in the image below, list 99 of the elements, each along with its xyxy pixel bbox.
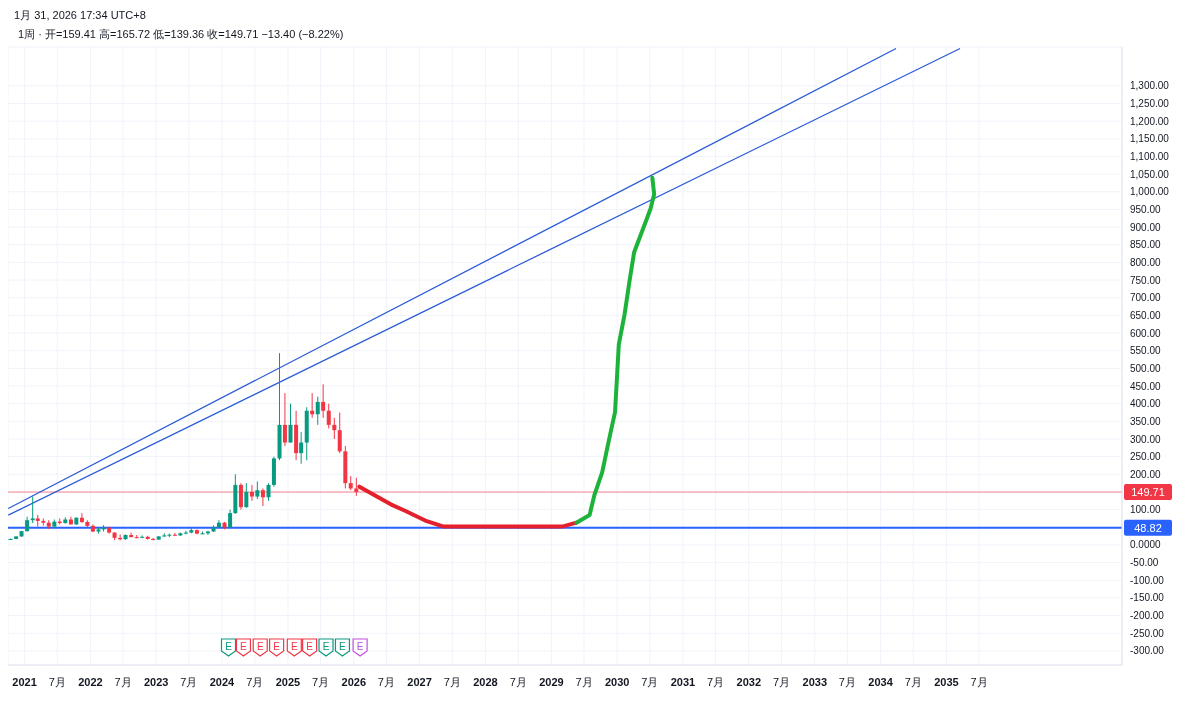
y-tick-label: 1,000.00 bbox=[1130, 186, 1170, 198]
y-tick-label: 400.00 bbox=[1130, 398, 1162, 410]
earnings-icon: E bbox=[334, 638, 351, 657]
candlestick bbox=[321, 383, 326, 419]
annotation: E bbox=[240, 641, 248, 652]
chart-subtitle: 1周 · 开=159.41 高=165.72 低=139.36 收=149.71 −13.40 (−8.22%) bbox=[17, 27, 345, 42]
y-tick-label: -50.00 bbox=[1130, 557, 1159, 569]
y-tick-label: 350.00 bbox=[1130, 415, 1162, 427]
x-tick-label: 2032 bbox=[736, 676, 762, 688]
candlestick bbox=[288, 403, 293, 444]
y-tick-label: 950.00 bbox=[1130, 204, 1162, 215]
x-tick-label: 7月 bbox=[48, 676, 66, 688]
y-tick-label: -300.00 bbox=[1130, 645, 1165, 657]
annotation: E bbox=[356, 641, 364, 652]
candlestick bbox=[79, 512, 84, 524]
annotation: E bbox=[273, 641, 281, 652]
annotation: E bbox=[339, 641, 347, 652]
annotation: E bbox=[322, 641, 330, 652]
x-tick-label: 2030 bbox=[604, 676, 630, 688]
earnings-icon: E bbox=[220, 638, 237, 657]
annotation: E bbox=[225, 641, 233, 652]
candlestick bbox=[299, 431, 304, 465]
y-tick-label: 750.00 bbox=[1130, 274, 1162, 286]
x-tick-label: 2027 bbox=[407, 676, 432, 688]
x-tick-label: 7月 bbox=[509, 676, 527, 688]
x-tick-label: 2024 bbox=[209, 676, 236, 688]
y-tick-label: 600.00 bbox=[1130, 327, 1162, 339]
candlestick bbox=[337, 412, 342, 454]
x-tick-label: 7月 bbox=[180, 676, 198, 688]
x-tick-label: 2026 bbox=[341, 676, 367, 688]
y-tick-label: -150.00 bbox=[1130, 592, 1165, 604]
x-tick-label: 2029 bbox=[539, 676, 564, 688]
line-series bbox=[574, 175, 657, 525]
y-tick-label: -100.00 bbox=[1130, 574, 1165, 586]
y-tick-label: 550.00 bbox=[1130, 345, 1162, 357]
x-tick-label: 7月 bbox=[575, 676, 593, 688]
candlestick bbox=[282, 392, 287, 447]
x-tick-label: 2025 bbox=[275, 676, 301, 688]
y-tick-label: 300.00 bbox=[1130, 433, 1162, 445]
candlestick bbox=[228, 509, 233, 529]
x-tick-label: 7月 bbox=[443, 676, 461, 688]
y-tick-label: 650.00 bbox=[1130, 309, 1162, 321]
x-tick-label: 2023 bbox=[143, 676, 169, 688]
x-tick-label: 7月 bbox=[970, 676, 988, 688]
y-tick-label: 1,250.00 bbox=[1130, 98, 1170, 110]
x-tick-label: 2031 bbox=[670, 676, 696, 688]
earnings-icon: E bbox=[318, 638, 334, 657]
candlestick bbox=[172, 532, 177, 537]
candlestick bbox=[315, 396, 320, 426]
x-tick-label: 7月 bbox=[904, 676, 922, 688]
y-tick-label: 800.00 bbox=[1130, 256, 1162, 268]
y-tick-label: 500.00 bbox=[1130, 362, 1162, 374]
earnings-icon: E bbox=[252, 638, 268, 657]
candlestick bbox=[332, 417, 337, 440]
x-tick-label: 7月 bbox=[246, 676, 264, 688]
y-tick-label: -200.00 bbox=[1130, 610, 1165, 622]
x-tick-label: 2028 bbox=[473, 676, 498, 688]
y-tick-label: -250.00 bbox=[1130, 627, 1165, 639]
x-tick-label: 7月 bbox=[707, 676, 725, 688]
earnings-icon: E bbox=[269, 638, 285, 657]
ref-line-label: 48.82 bbox=[1134, 521, 1162, 534]
x-tick-label: 2034 bbox=[868, 676, 894, 688]
y-tick-label: 700.00 bbox=[1130, 292, 1162, 304]
ref-line-label: 149.71 bbox=[1131, 486, 1165, 499]
annotation: E bbox=[256, 641, 264, 652]
candlestick bbox=[151, 537, 156, 541]
text: 1月 31, 2026 17:34 UTC+8 bbox=[13, 8, 147, 23]
x-tick-label: 2022 bbox=[78, 676, 103, 688]
y-tick-label: 1,050.00 bbox=[1130, 168, 1170, 180]
earnings-icon: E bbox=[286, 638, 302, 657]
candlestick bbox=[30, 496, 35, 524]
x-tick-label: 7月 bbox=[838, 676, 856, 688]
candlestick bbox=[326, 403, 331, 429]
annotation: E bbox=[306, 641, 314, 652]
x-tick-label: 7月 bbox=[312, 676, 330, 688]
x-tick-label: 2021 bbox=[12, 676, 37, 688]
earnings-icon: E bbox=[302, 638, 318, 657]
y-tick-label: 0.0000 bbox=[1130, 539, 1162, 551]
candlestick bbox=[140, 534, 145, 539]
x-tick-label: 7月 bbox=[114, 676, 132, 688]
y-tick-label: 850.00 bbox=[1130, 239, 1162, 251]
earnings-icon: E bbox=[352, 638, 368, 657]
x-tick-label: 7月 bbox=[377, 676, 395, 688]
y-tick-label: 250.00 bbox=[1130, 451, 1162, 463]
y-tick-label: 200.00 bbox=[1130, 468, 1162, 480]
annotation: E bbox=[290, 641, 298, 652]
y-tick-label: 1,150.00 bbox=[1130, 133, 1170, 145]
x-tick-label: 7月 bbox=[641, 676, 659, 688]
x-tick-label: 7月 bbox=[773, 676, 791, 688]
candlestick bbox=[244, 482, 249, 509]
x-tick-label: 2035 bbox=[934, 676, 959, 688]
y-tick-label: 100.00 bbox=[1130, 504, 1162, 516]
y-tick-label: 900.00 bbox=[1130, 221, 1162, 233]
y-tick-label: 450.00 bbox=[1130, 380, 1162, 392]
earnings-icon: E bbox=[235, 638, 252, 657]
x-tick-label: 2033 bbox=[802, 676, 828, 688]
y-tick-label: 1,200.00 bbox=[1130, 115, 1170, 127]
y-tick-label: 1,100.00 bbox=[1130, 151, 1170, 163]
y-tick-label: 1,300.00 bbox=[1130, 80, 1170, 92]
